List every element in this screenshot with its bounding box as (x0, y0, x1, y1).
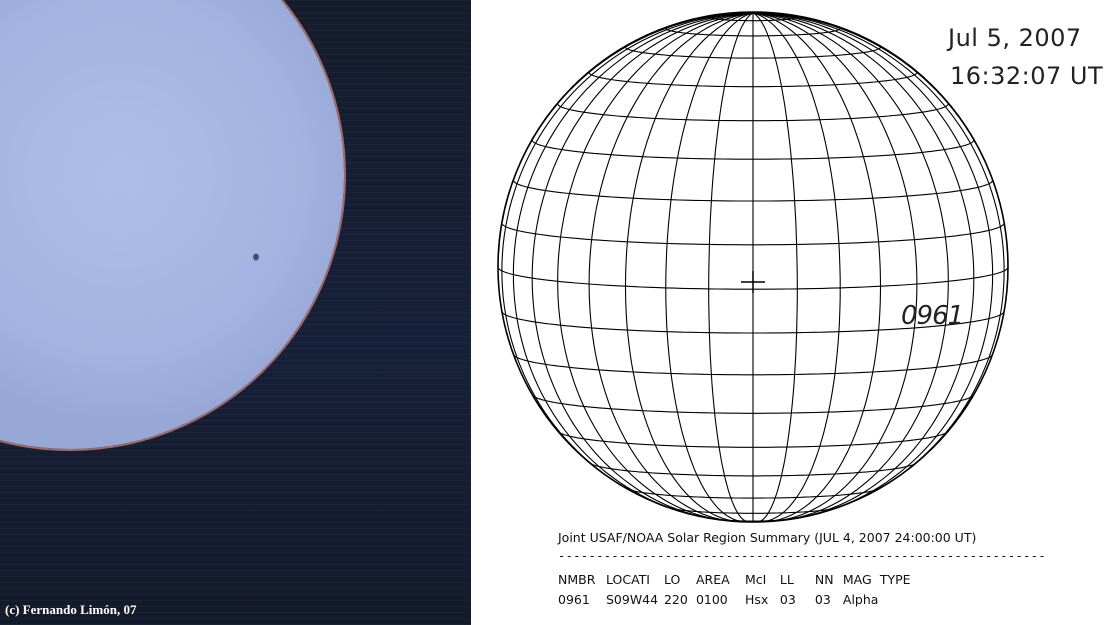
sun-photo (0, 0, 471, 625)
summary-header-row: NMBR LOCATI LO AREA McI LL NN MAG TYPE (558, 570, 1098, 590)
sun-disk (0, 0, 344, 449)
grid-line (752, 12, 1005, 494)
header-nmbr: NMBR (558, 572, 596, 587)
header-lo: LO (663, 572, 681, 587)
region-number-label: 0961 (901, 301, 964, 331)
header-mag: MAG (842, 572, 872, 587)
heliographic-grid (497, 11, 1009, 523)
header-ll: LL (779, 572, 794, 587)
header-nn: NN (814, 572, 834, 587)
center-cross-icon (741, 271, 765, 293)
grid-line (752, 12, 994, 514)
grid-line (531, 12, 754, 520)
summary-data-row: 0961 S09W44 220 0100 Hsx 03 03 Alpha (558, 590, 1098, 610)
grid-line (752, 12, 798, 523)
cell-nmbr: 0961 (558, 592, 590, 607)
grid-line (752, 12, 975, 520)
observation-time: 16:32:07 UT (950, 62, 1104, 90)
sun-photo-panel: (c) Fernando Limón, 07 (0, 0, 471, 625)
grid-line (588, 12, 754, 522)
cell-lo: 220 (663, 592, 688, 607)
header-area: AREA (695, 572, 730, 587)
solar-region-map-panel: Jul 5, 2007 16:32:07 UT 0961 Joint USAF/… (473, 0, 1115, 625)
grid-line (708, 12, 754, 523)
grid-line (557, 12, 754, 522)
header-locati: LOCATI (605, 572, 650, 587)
header-mci: McI (744, 572, 767, 587)
cell-ll: 03 (779, 592, 796, 607)
grid-line (752, 12, 949, 522)
cell-locati: S09W44 (605, 592, 659, 607)
cell-nn: 03 (814, 592, 831, 607)
sun-limb-outline (497, 11, 1009, 523)
observation-date: Jul 5, 2007 (948, 24, 1082, 52)
grid-line (624, 12, 754, 523)
grid-line (512, 12, 754, 514)
sun-limb-glow (0, 0, 346, 451)
summary-title: Joint USAF/NOAA Solar Region Summary (JU… (558, 530, 977, 545)
cell-type: Alpha (842, 592, 879, 607)
sunspot (253, 253, 259, 261)
cell-area: 0100 (695, 592, 728, 607)
header-type: TYPE (879, 572, 911, 587)
panel-divider (471, 0, 473, 625)
region-summary: Joint USAF/NOAA Solar Region Summary (JU… (558, 528, 1098, 610)
photo-credit: (c) Fernando Limón, 07 (5, 602, 137, 617)
summary-rule: ----------------------------------------… (558, 550, 1046, 562)
grid-line (752, 12, 841, 523)
grid-line (752, 12, 918, 522)
cell-mci: Hsx (744, 592, 769, 607)
grid-line (752, 12, 882, 523)
grid-line (665, 12, 754, 523)
grid-line (501, 12, 754, 494)
